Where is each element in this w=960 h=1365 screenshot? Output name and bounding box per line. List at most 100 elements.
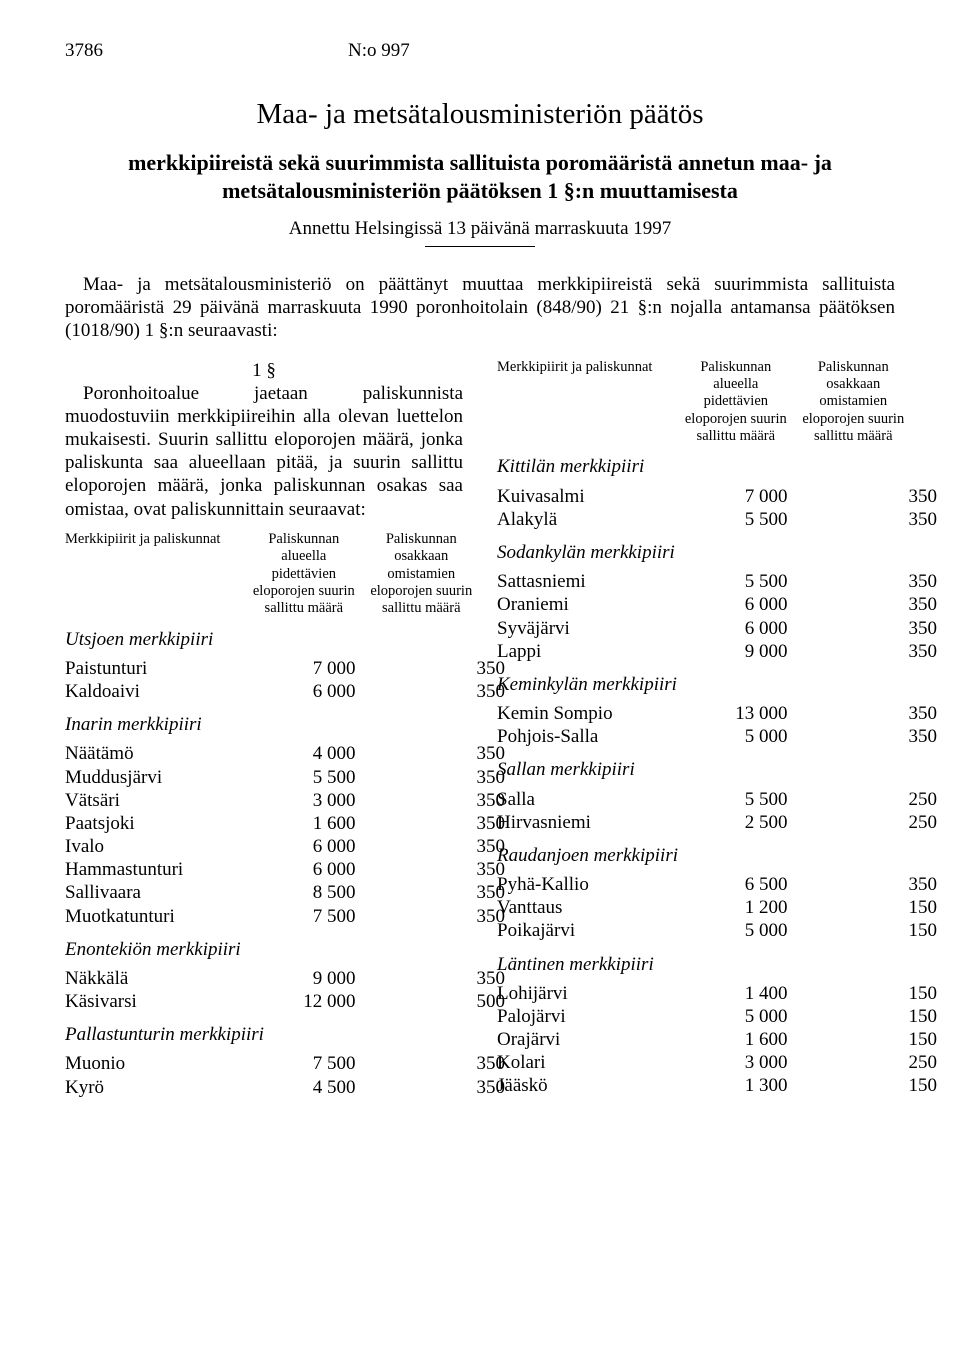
table-row: Kaldoaivi6 000350: [65, 680, 463, 703]
row-name: Näätämö: [65, 742, 244, 765]
row-value-a: 5 000: [676, 919, 829, 942]
row-name: Poikajärvi: [497, 919, 676, 942]
row-name: Kuivasalmi: [497, 485, 676, 508]
district-heading: Raudanjoen merkkipiiri: [497, 844, 895, 867]
row-value-a: 1 300: [676, 1074, 829, 1097]
row-value-a: 6 000: [244, 835, 397, 858]
table-header-left: Merkkipiirit ja paliskunnat Paliskunnan …: [65, 531, 463, 618]
sub-title: merkkipiireistä sekä suurimmista sallitu…: [100, 149, 860, 204]
row-name: Muddusjärvi: [65, 766, 244, 789]
row-value-b: 150: [830, 1074, 947, 1097]
divider: [425, 246, 535, 247]
intro-paragraph: Maa- ja metsätalousministeriö on päättän…: [65, 273, 895, 343]
section-paragraph: Poronhoitoalue jaetaan paliskunnista muo…: [65, 382, 463, 521]
table-row: Kyrö4 500350: [65, 1076, 463, 1099]
row-value-b: 350: [830, 617, 947, 640]
row-value-a: 9 000: [676, 640, 829, 663]
left-column: 1 § Poronhoitoalue jaetaan paliskunnista…: [65, 359, 463, 1099]
table-row: Kuivasalmi7 000350: [497, 485, 895, 508]
row-value-a: 7 500: [244, 1052, 397, 1075]
table-row: Hirvasniemi2 500250: [497, 811, 895, 834]
table-row: Syväjärvi6 000350: [497, 617, 895, 640]
row-value-a: 13 000: [676, 702, 829, 725]
row-value-a: 12 000: [244, 990, 397, 1013]
table-row: Näätämö4 000350: [65, 742, 463, 765]
table-row: Sattasniemi5 500350: [497, 570, 895, 593]
section-number: 1 §: [65, 359, 463, 382]
row-value-a: 6 000: [244, 858, 397, 881]
right-table-body: Kittilän merkkipiiriKuivasalmi7 000350Al…: [497, 455, 895, 1097]
row-value-a: 4 000: [244, 742, 397, 765]
two-column-body: 1 § Poronhoitoalue jaetaan paliskunnista…: [65, 359, 895, 1099]
row-value-b: 250: [830, 811, 947, 834]
district-heading: Sodankylän merkkipiiri: [497, 541, 895, 564]
row-value-a: 1 600: [676, 1028, 829, 1051]
row-value-a: 6 000: [244, 680, 397, 703]
table-row: Ivalo6 000350: [65, 835, 463, 858]
row-name: Sallivaara: [65, 881, 244, 904]
row-value-a: 3 000: [244, 789, 397, 812]
th-col3: Paliskunnan osakkaan omistamien eloporoj…: [796, 359, 911, 446]
district-heading: Läntinen merkkipiiri: [497, 953, 895, 976]
district-heading: Utsjoen merkkipiiri: [65, 628, 463, 651]
row-name: Sattasniemi: [497, 570, 676, 593]
row-value-b: 350: [830, 873, 947, 896]
th-col3: Paliskunnan osakkaan omistamien eloporoj…: [364, 531, 479, 618]
table-row: Paistunturi7 000350: [65, 657, 463, 680]
left-table-body: Utsjoen merkkipiiri Paistunturi7 000350Ka…: [65, 628, 463, 1099]
table-row: Paatsjoki1 600350: [65, 812, 463, 835]
row-name: Kaldoaivi: [65, 680, 244, 703]
row-value-a: 7 500: [244, 905, 397, 928]
row-name: Paistunturi: [65, 657, 244, 680]
table-row: Sallivaara8 500350: [65, 881, 463, 904]
table-row: Jääskö1 300150: [497, 1074, 895, 1097]
row-value-b: 350: [830, 725, 947, 748]
th-col2: Paliskunnan alueella pidettävien eloporo…: [244, 531, 363, 618]
table-row: Muonio7 500350: [65, 1052, 463, 1075]
th-col1: Merkkipiirit ja paliskunnat: [497, 359, 676, 376]
table-row: Käsivarsi12 000500: [65, 990, 463, 1013]
table-row: Muotkatunturi7 500350: [65, 905, 463, 928]
row-name: Alakylä: [497, 508, 676, 531]
table-row: Muddusjärvi5 500350: [65, 766, 463, 789]
table-row: Salla5 500250: [497, 788, 895, 811]
row-value-a: 7 000: [676, 485, 829, 508]
row-name: Näkkälä: [65, 967, 244, 990]
row-name: Pohjois-Salla: [497, 725, 676, 748]
row-name: Syväjärvi: [497, 617, 676, 640]
table-row: Oraniemi6 000350: [497, 593, 895, 616]
row-name: Vätsäri: [65, 789, 244, 812]
row-value-a: 6 000: [676, 593, 829, 616]
row-value-a: 1 600: [244, 812, 397, 835]
row-value-a: 3 000: [676, 1051, 829, 1074]
row-value-b: 350: [830, 593, 947, 616]
row-value-a: 5 500: [244, 766, 397, 789]
row-name: Hammastunturi: [65, 858, 244, 881]
district-heading: Keminkylän merkkipiiri: [497, 673, 895, 696]
table-row: Kolari3 000250: [497, 1051, 895, 1074]
row-value-a: 9 000: [244, 967, 397, 990]
row-value-a: 4 500: [244, 1076, 397, 1099]
table-row: Orajärvi1 600150: [497, 1028, 895, 1051]
row-name: Oraniemi: [497, 593, 676, 616]
row-value-b: 150: [830, 896, 947, 919]
table-row: Hammastunturi6 000350: [65, 858, 463, 881]
district-heading: Pallastunturin merkkipiiri: [65, 1023, 463, 1046]
row-value-b: 150: [830, 982, 947, 1005]
row-name: Käsivarsi: [65, 990, 244, 1013]
row-value-b: 350: [830, 485, 947, 508]
table-row: Pyhä-Kallio6 500350: [497, 873, 895, 896]
table-row: Alakylä5 500350: [497, 508, 895, 531]
row-value-a: 1 200: [676, 896, 829, 919]
row-value-b: 350: [830, 508, 947, 531]
district-heading: Sallan merkkipiiri: [497, 758, 895, 781]
row-name: Lappi: [497, 640, 676, 663]
row-name: Orajärvi: [497, 1028, 676, 1051]
row-value-b: 150: [830, 1005, 947, 1028]
row-value-b: 350: [830, 640, 947, 663]
table-row: Näkkälä9 000350: [65, 967, 463, 990]
row-name: Muotkatunturi: [65, 905, 244, 928]
row-value-b: 150: [830, 1028, 947, 1051]
row-value-b: 350: [830, 570, 947, 593]
row-value-a: 5 000: [676, 725, 829, 748]
